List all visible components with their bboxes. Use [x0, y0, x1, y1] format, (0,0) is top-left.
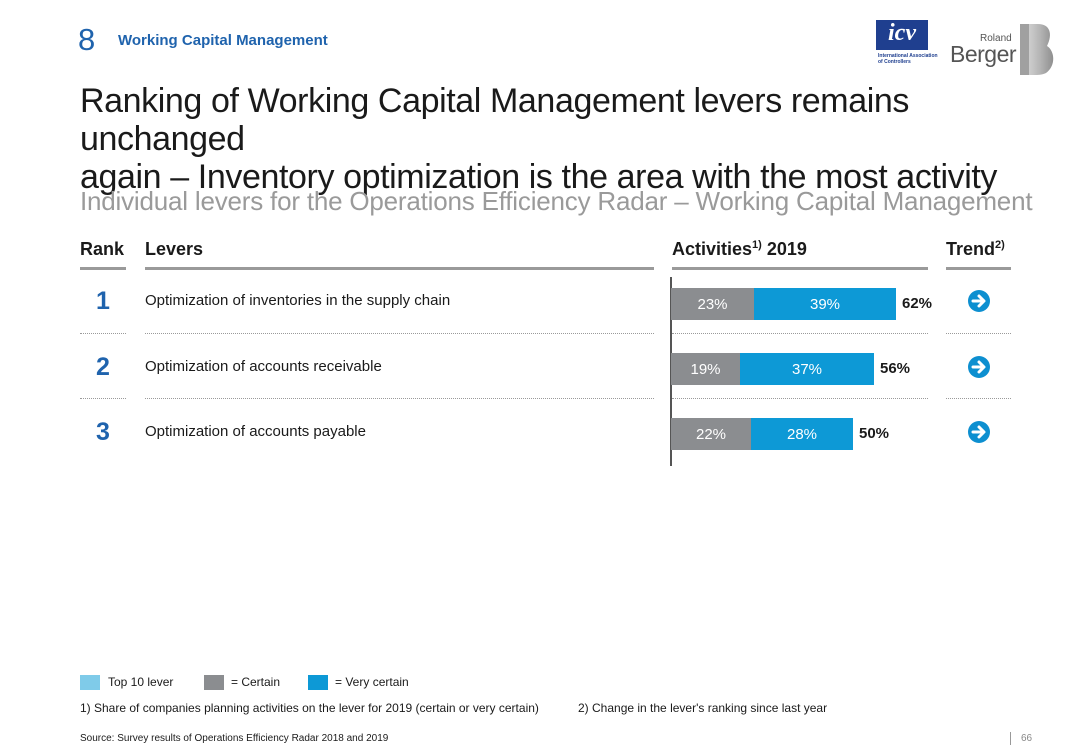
footnote-1: 1) Share of companies planning activitie…: [80, 701, 539, 715]
section-number: 8: [78, 22, 96, 57]
header-trend-label: Trend: [946, 239, 996, 259]
roland-berger-b-icon: [1020, 24, 1054, 75]
bar-total-3: 50%: [859, 425, 890, 442]
page-number: 66: [1021, 733, 1033, 744]
row-separator: [80, 333, 126, 334]
page-title-line-1: Ranking of Working Capital Management le…: [80, 82, 909, 158]
row-separator: [145, 398, 654, 399]
header-trend-footnote: 2): [995, 239, 1005, 251]
header-activities-footnote: 1): [752, 239, 762, 251]
roland-berger-logo-bottom: Berger: [950, 41, 1017, 67]
bar-total-2: 56%: [880, 360, 911, 377]
header-trend: Trend2): [946, 239, 1005, 260]
rank-1: 1: [96, 287, 110, 315]
row-separator: [672, 398, 928, 399]
lever-2: Optimization of accounts receivable: [145, 358, 382, 375]
bar-certain-2: 19%: [671, 353, 740, 385]
icv-logo: icv International Association of Control…: [876, 20, 938, 74]
roland-berger-logo: Roland Berger: [946, 22, 1058, 76]
header-activities: Activities1) 2019: [672, 239, 807, 260]
section-title: Working Capital Management: [118, 32, 328, 49]
roland-berger-logo-top: Roland: [980, 33, 1012, 44]
legend-swatch-certain: [204, 675, 224, 690]
lever-3: Optimization of accounts payable: [145, 423, 366, 440]
row-separator: [946, 333, 1011, 334]
row-separator: [672, 333, 928, 334]
bar-very-certain-2: 37%: [740, 353, 874, 385]
header-rank: Rank: [80, 239, 125, 259]
header-levers: Levers: [145, 239, 204, 259]
header-activities-label: Activities: [672, 239, 753, 259]
header-rule-trend: [946, 267, 1011, 270]
bar-certain-1: 23%: [671, 288, 754, 320]
icv-logo-caption: International Association of Controllers: [878, 53, 938, 65]
header-activities-year: 2019: [761, 239, 807, 259]
page-number-divider: [1010, 732, 1011, 745]
page-title-line-2: again – Inventory optimization is the ar…: [80, 158, 998, 196]
rank-3: 3: [96, 418, 110, 446]
bar-total-1: 62%: [902, 295, 933, 312]
right-arrow-circle-icon: [968, 421, 990, 443]
source-note: Source: Survey results of Operations Eff…: [80, 733, 389, 744]
legend-label-certain: = Certain: [231, 675, 281, 689]
icv-logo-mark: icv: [876, 20, 928, 50]
header-rule-activities: [672, 267, 928, 270]
bar-very-certain-3: 28%: [751, 418, 853, 450]
bar-certain-3: 22%: [671, 418, 751, 450]
page-subtitle: Individual levers for the Operations Eff…: [80, 186, 1033, 216]
right-arrow-circle-icon: [968, 290, 990, 312]
legend-label-very-certain: = Very certain: [335, 675, 409, 689]
row-separator: [946, 398, 1011, 399]
legend-swatch-very-certain: [308, 675, 328, 690]
lever-1: Optimization of inventories in the suppl…: [145, 292, 451, 309]
row-separator: [80, 398, 126, 399]
page-title: Ranking of Working Capital Management le…: [80, 82, 1040, 196]
bar-very-certain-1: 39%: [754, 288, 896, 320]
rank-2: 2: [96, 353, 110, 381]
legend-label-top10: Top 10 lever: [108, 675, 174, 689]
header-rule-rank: [80, 267, 126, 270]
footnote-2: 2) Change in the lever's ranking since l…: [578, 701, 828, 715]
right-arrow-circle-icon: [968, 356, 990, 378]
legend-swatch-top10: [80, 675, 100, 690]
header-rule-levers: [145, 267, 654, 270]
row-separator: [145, 333, 654, 334]
